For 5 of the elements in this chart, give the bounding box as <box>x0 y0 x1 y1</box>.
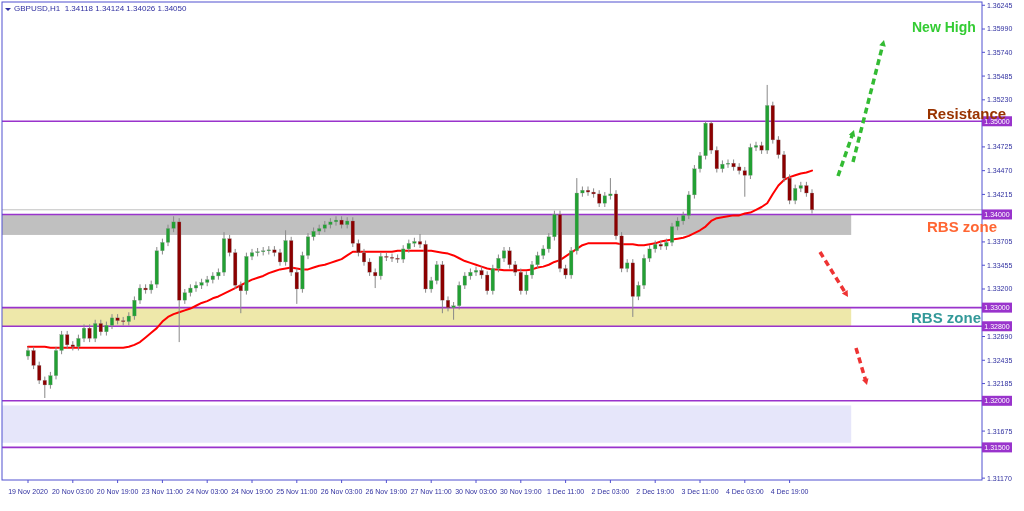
annotation: RBS zone <box>927 218 998 235</box>
annotation: New High <box>912 19 976 35</box>
chart-title: GBPUSD,H1 1.34118 1.34124 1.34026 1.34050 <box>14 4 187 13</box>
annotation: RBS zone <box>911 309 982 326</box>
line-series <box>27 169 813 349</box>
